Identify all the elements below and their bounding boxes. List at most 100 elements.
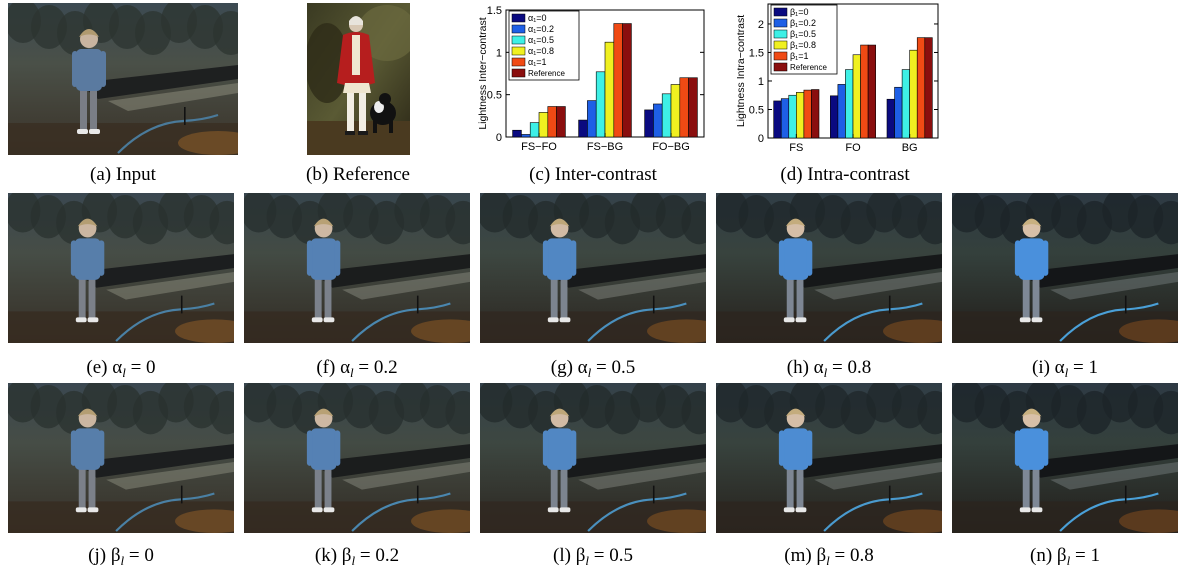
beta-result-photo (8, 383, 234, 533)
bar-0-3 (538, 112, 549, 138)
bar-1-4 (860, 44, 869, 139)
legend-swatch (773, 7, 788, 17)
bar-2-4 (679, 77, 689, 138)
caption-subscript: l (1066, 553, 1071, 568)
y-axis-label: Lightness Inter−contrast (477, 17, 489, 129)
caption-label: (i) α (1032, 357, 1065, 378)
beta-result-caption: (l) βl = 0.5 (480, 545, 706, 569)
bar-1-2 (595, 71, 606, 138)
legend-swatch (773, 40, 788, 50)
alpha-result-caption: (e) αl = 0 (8, 357, 234, 381)
legend-entry: α₁=0 (528, 13, 547, 23)
y-tick-label: 0.5 (749, 104, 764, 116)
y-tick-label: 0 (496, 132, 502, 144)
y-tick-label: 1.5 (487, 5, 502, 17)
y-axis-label: Lightness Intra−contrast (735, 15, 747, 127)
legend-entry: β₁=0 (790, 7, 808, 17)
caption-c-text: (c) Inter-contrast (529, 164, 657, 185)
legend-swatch (511, 57, 526, 67)
beta-result-photo (244, 383, 470, 533)
bar-0-5 (556, 106, 566, 138)
bar-1-5 (622, 23, 632, 138)
y-tick-label: 0.5 (487, 90, 502, 102)
caption-value: = 1 (1068, 357, 1098, 378)
bar-2-3 (670, 84, 681, 138)
caption-subscript: l (585, 553, 589, 568)
bar-0-4 (803, 89, 812, 139)
bar-0-2 (788, 94, 797, 139)
caption-subscript: l (823, 365, 828, 380)
caption-c: (c) Inter-contrast (488, 164, 698, 186)
legend-entry: Reference (528, 69, 565, 78)
x-tick-label: BG (902, 142, 918, 154)
y-tick-label: 1 (758, 76, 764, 88)
caption-d: (d) Intra-contrast (740, 164, 950, 186)
x-tick-label: FS (789, 142, 803, 154)
caption-label: (f) α (316, 357, 351, 378)
caption-value: = 0.8 (827, 357, 872, 378)
caption-subscript: l (1064, 365, 1069, 380)
y-tick-label: 0 (758, 133, 764, 145)
caption-value: = 0.5 (589, 545, 633, 566)
caption-label: (n) β (1030, 545, 1067, 566)
caption-value: = 0.5 (591, 357, 636, 378)
legend-swatch (511, 46, 526, 56)
caption-label: (m) β (784, 545, 827, 566)
caption-b-text: (b) Reference (306, 164, 410, 185)
bar-2-3 (909, 49, 918, 139)
caption-a-text: (a) Input (90, 164, 156, 185)
caption-b: (b) Reference (258, 164, 458, 186)
legend-swatch (773, 62, 788, 72)
legend-entry: β₁=0.5 (790, 29, 816, 39)
legend-swatch (511, 13, 526, 23)
bar-2-5 (924, 37, 933, 139)
caption-value: = 0.2 (353, 357, 398, 378)
caption-label: (j) β (88, 545, 121, 566)
alpha-result-photo (8, 193, 234, 343)
bar-0-2 (529, 122, 540, 138)
legend-swatch (773, 18, 788, 28)
alpha-result-photo (716, 193, 942, 343)
alpha-result-photo (952, 193, 1178, 343)
caption-d-text: (d) Intra-contrast (780, 164, 910, 185)
y-tick-label: 2 (758, 19, 764, 31)
legend-entry: α₁=0.5 (528, 35, 554, 45)
alpha-result-caption: (f) αl = 0.2 (244, 357, 470, 381)
bar-1-2 (845, 69, 854, 139)
intra-contrast-bar-chart: 0 0.5 1 1.5 2 Lightness Intra−contrast FS FO BG β… (735, 3, 939, 154)
legend-entry: α₁=1 (528, 57, 547, 67)
caption-label: (e) α (86, 357, 123, 378)
bar-0-0 (512, 129, 522, 138)
beta-result-photo (952, 383, 1178, 533)
bar-1-0 (578, 119, 588, 138)
bar-2-5 (688, 77, 698, 138)
caption-value: = 0.2 (355, 545, 400, 566)
caption-value: = 0.8 (829, 545, 874, 566)
caption-label: (g) α (550, 357, 588, 378)
caption-subscript: l (350, 365, 354, 380)
bar-2-0 (886, 98, 895, 139)
beta-result-caption: (m) βl = 0.8 (716, 545, 942, 569)
caption-subscript: l (826, 553, 830, 568)
bar-2-0 (644, 109, 654, 138)
caption-value: = 0 (124, 545, 154, 566)
beta-result-photo (716, 383, 942, 533)
bar-2-2 (901, 69, 910, 139)
reference-painting (307, 3, 410, 155)
bar-2-1 (894, 86, 903, 139)
caption-subscript: l (120, 553, 125, 568)
bar-1-0 (830, 95, 839, 139)
caption-a: (a) Input (8, 164, 238, 186)
alpha-result-caption: (h) αl = 0.8 (716, 357, 942, 381)
caption-subscript: l (351, 553, 356, 568)
bar-0-3 (796, 92, 805, 139)
legend-swatch (511, 24, 526, 34)
legend-entry: α₁=0.8 (528, 46, 554, 56)
bar-2-1 (653, 103, 663, 138)
alpha-result-photo (480, 193, 706, 343)
x-tick-label: FO (845, 142, 861, 154)
legend-swatch (511, 35, 526, 45)
legend-entry: Reference (790, 63, 827, 72)
bar-1-5 (867, 44, 876, 139)
